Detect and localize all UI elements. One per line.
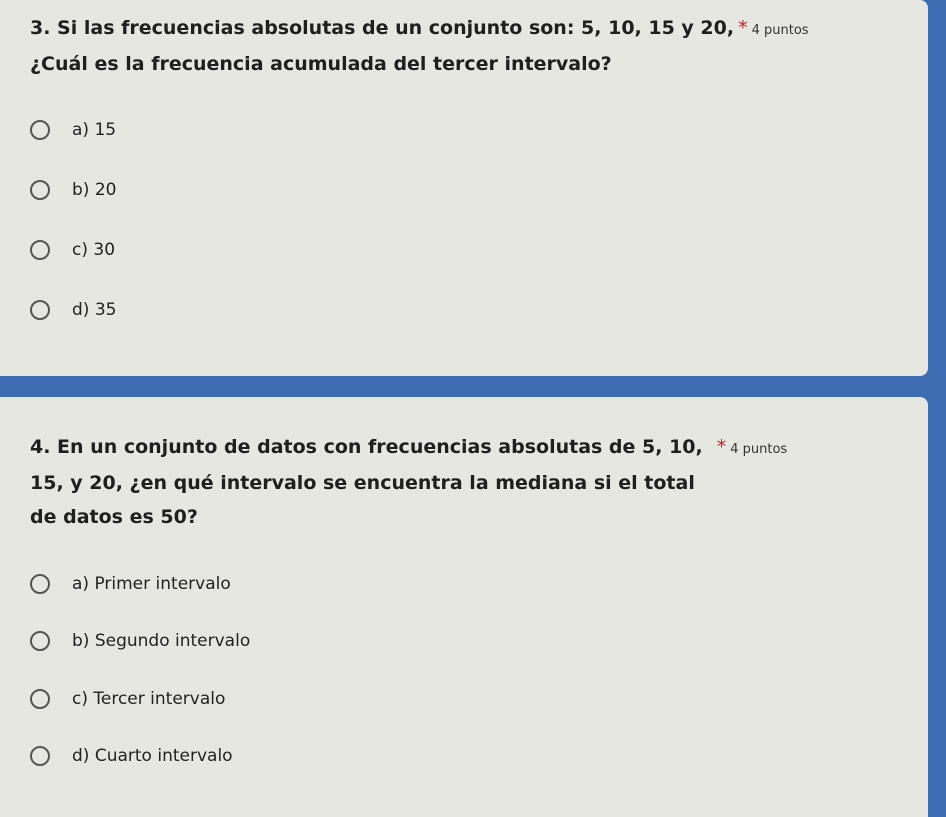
question-title: 3. Si las frecuencias absolutas de un co… bbox=[30, 10, 809, 49]
radio-icon[interactable] bbox=[30, 574, 50, 594]
required-asterisk: * bbox=[738, 17, 748, 39]
radio-icon[interactable] bbox=[30, 631, 50, 651]
option-label: a) Primer intervalo bbox=[72, 574, 231, 594]
option-c[interactable]: c) 30 bbox=[30, 240, 115, 260]
option-d[interactable]: d) 35 bbox=[30, 300, 116, 320]
question-text-line2: ¿Cuál es la frecuencia acumulada del ter… bbox=[30, 53, 612, 75]
question-text: 4. En un conjunto de datos con frecuenci… bbox=[30, 436, 703, 458]
question-card-4: 4. En un conjunto de datos con frecuenci… bbox=[0, 397, 928, 817]
question-card-3: 3. Si las frecuencias absolutas de un co… bbox=[0, 0, 928, 376]
option-label: d) Cuarto intervalo bbox=[72, 746, 233, 766]
question-text: 3. Si las frecuencias absolutas de un co… bbox=[30, 17, 735, 39]
option-a[interactable]: a) Primer intervalo bbox=[30, 574, 231, 594]
radio-icon[interactable] bbox=[30, 240, 50, 260]
points-label: 4 puntos bbox=[751, 23, 809, 38]
option-label: d) 35 bbox=[72, 300, 117, 320]
points-label: 4 puntos bbox=[730, 442, 788, 457]
option-label: b) 20 bbox=[72, 180, 117, 200]
option-a[interactable]: a) 15 bbox=[30, 120, 116, 140]
option-label: a) 15 bbox=[72, 120, 117, 140]
radio-icon[interactable] bbox=[30, 120, 50, 140]
option-label: c) 30 bbox=[72, 240, 116, 260]
question-text-line3: de datos es 50? bbox=[30, 506, 198, 528]
radio-icon[interactable] bbox=[30, 689, 50, 709]
radio-icon[interactable] bbox=[30, 300, 50, 320]
option-b[interactable]: b) 20 bbox=[30, 180, 116, 200]
question-title: 4. En un conjunto de datos con frecuenci… bbox=[30, 429, 787, 468]
radio-icon[interactable] bbox=[30, 180, 50, 200]
option-label: b) Segundo intervalo bbox=[72, 631, 251, 651]
option-b[interactable]: b) Segundo intervalo bbox=[30, 631, 250, 651]
radio-icon[interactable] bbox=[30, 746, 50, 766]
option-d[interactable]: d) Cuarto intervalo bbox=[30, 746, 233, 766]
option-c[interactable]: c) Tercer intervalo bbox=[30, 689, 225, 709]
required-asterisk: * bbox=[716, 436, 727, 458]
question-text-line2: 15, y 20, ¿en qué intervalo se encuentra… bbox=[30, 472, 695, 494]
option-label: c) Tercer intervalo bbox=[72, 689, 226, 709]
